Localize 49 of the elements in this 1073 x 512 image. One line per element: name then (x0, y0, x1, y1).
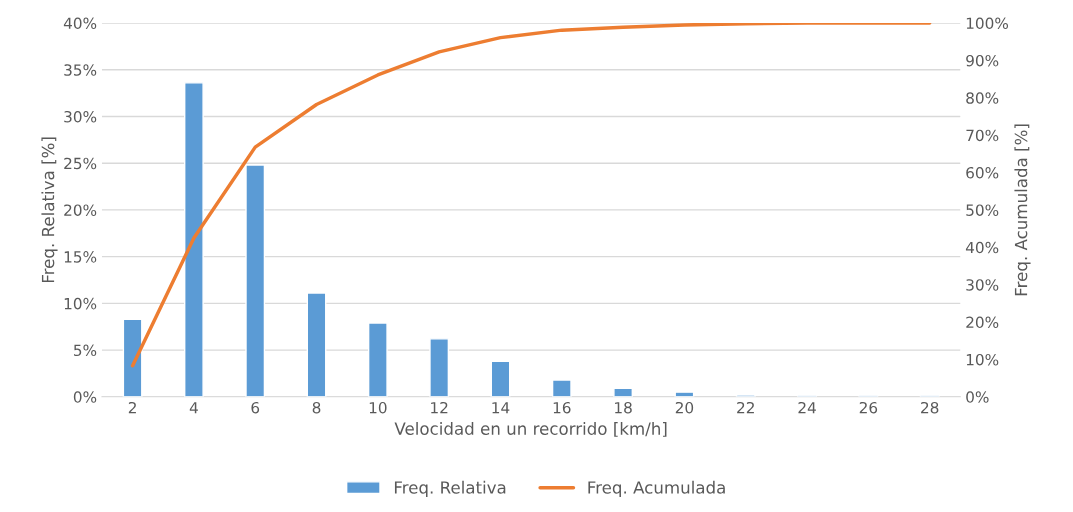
y2-tick-label: 10% (966, 353, 999, 366)
x-tick-label: 26 (859, 401, 878, 414)
y-axis-title: Freq. Relativa [%] (41, 137, 58, 283)
x-tick-label: 12 (431, 401, 448, 414)
y-tick-label: 35% (64, 64, 97, 76)
legend-label: Freq. Acumulada (588, 480, 725, 497)
x-tick-label: 20 (675, 401, 694, 414)
bar (306, 292, 327, 397)
y-tick-label: 10% (64, 297, 97, 310)
y2-tick-label: 80% (966, 92, 999, 104)
y2-tick-label: 30% (966, 279, 999, 291)
y2-tick-label: 50% (966, 204, 999, 216)
y-tick-label: 20% (64, 204, 97, 216)
legend-label: Freq. Relativa (394, 480, 506, 497)
x-tick-label: 10 (369, 401, 387, 414)
x-tick-label: 18 (615, 401, 632, 414)
x-tick-label: 6 (251, 401, 260, 414)
x-tick-label: 2 (128, 401, 136, 414)
bar (245, 164, 266, 397)
y2-tick-label: 20% (966, 316, 999, 329)
y2-tick-label: 100% (966, 17, 1009, 30)
bar (613, 387, 633, 397)
x-axis-title: Velocidad en un recorrido [km/h] (394, 422, 667, 437)
y2-tick-label: 70% (966, 129, 999, 142)
x-tick-label: 16 (553, 401, 571, 414)
bar (551, 379, 572, 397)
bar (490, 360, 511, 397)
x-tick-label: 8 (312, 401, 321, 414)
x-tick-label: 14 (492, 402, 510, 414)
y2-tick-label: 90% (966, 54, 999, 67)
y-tick-label: 0% (73, 391, 97, 403)
y-tick-label: 25% (64, 157, 97, 170)
y2-axis-title: Freq. Acumulada [%] (1014, 124, 1031, 296)
y2-tick-label: 60% (966, 167, 999, 179)
y-tick-label: 40% (63, 17, 97, 30)
x-tick-label: 28 (921, 401, 939, 414)
x-tick-label: 4 (189, 402, 198, 414)
bar (367, 322, 388, 397)
x-tick-label: 24 (798, 401, 816, 414)
y-tick-label: 30% (64, 110, 97, 123)
line-series (130, 23, 932, 368)
x-tick-label: 22 (737, 401, 754, 414)
bar (184, 82, 204, 397)
y-tick-label: 5% (74, 344, 97, 357)
y-tick-label: 15% (64, 251, 97, 263)
bar (674, 391, 695, 397)
bar (429, 338, 450, 397)
y2-tick-label: 40% (965, 241, 999, 254)
y2-tick-label: 0% (966, 391, 989, 403)
